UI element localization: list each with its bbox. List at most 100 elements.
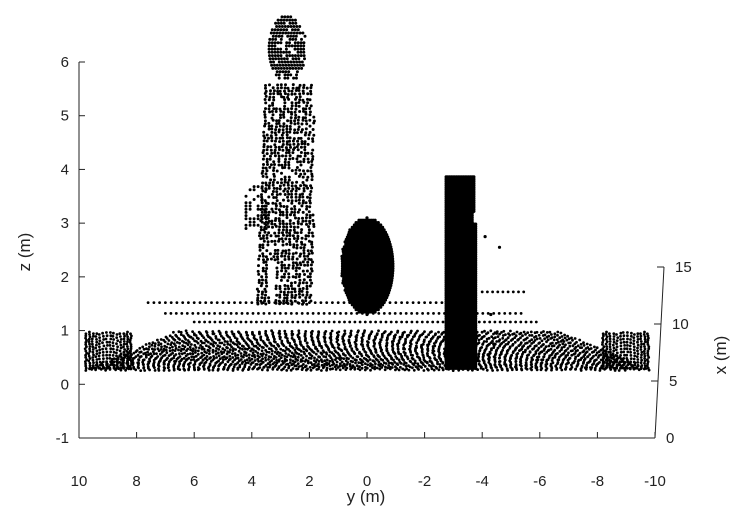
- data-point: [273, 231, 277, 235]
- data-point: [281, 219, 285, 223]
- data-point: [394, 333, 397, 337]
- data-point: [285, 124, 289, 128]
- data-point: [260, 281, 264, 285]
- data-point: [298, 287, 302, 291]
- data-point: [632, 357, 636, 361]
- data-point: [115, 366, 119, 370]
- data-point: [287, 151, 291, 155]
- data-point: [234, 354, 237, 357]
- data-point: [178, 355, 182, 358]
- data-point: [632, 342, 636, 346]
- data-point: [136, 361, 140, 365]
- data-point: [267, 124, 271, 128]
- data-point: [285, 28, 289, 32]
- data-point: [310, 172, 314, 176]
- data-point: [530, 334, 534, 337]
- data-point: [291, 28, 294, 32]
- data-point: [306, 344, 309, 348]
- data-point: [341, 281, 345, 285]
- data-point: [284, 146, 288, 150]
- data-point: [272, 89, 276, 93]
- data-point: [562, 352, 566, 355]
- data-point: [218, 312, 222, 315]
- data-point: [282, 110, 286, 114]
- data-point: [142, 366, 146, 369]
- data-point: [115, 348, 119, 352]
- data-point: [622, 363, 625, 367]
- data-point: [311, 128, 315, 131]
- data-point: [91, 345, 95, 349]
- data-point: [274, 107, 278, 111]
- data-point: [260, 217, 264, 221]
- data-point: [271, 118, 275, 122]
- data-point: [260, 198, 264, 201]
- data-point: [357, 310, 361, 314]
- data-point: [278, 107, 282, 111]
- data-point: [324, 355, 328, 359]
- data-point: [248, 223, 252, 227]
- data-point: [157, 367, 160, 371]
- data-point: [325, 358, 329, 362]
- data-point: [222, 365, 226, 369]
- data-point: [626, 350, 630, 354]
- data-point: [563, 333, 566, 337]
- data-point: [256, 302, 260, 306]
- data-point: [322, 335, 326, 339]
- data-point: [298, 25, 302, 28]
- data-point: [293, 122, 297, 126]
- data-point: [253, 359, 257, 362]
- data-point: [101, 347, 104, 351]
- data-point: [275, 63, 279, 67]
- data-point: [278, 295, 282, 299]
- data-point: [301, 287, 305, 290]
- data-point: [293, 41, 297, 45]
- data-point: [517, 290, 520, 294]
- data-point: [257, 290, 261, 293]
- data-point: [311, 260, 314, 264]
- data-point: [254, 350, 257, 353]
- data-point: [186, 347, 190, 351]
- data-point: [311, 157, 315, 161]
- data-point: [542, 355, 546, 358]
- data-point: [122, 358, 125, 362]
- data-point: [285, 216, 289, 220]
- data-point: [294, 350, 297, 354]
- data-point: [194, 354, 198, 358]
- data-point: [340, 271, 344, 275]
- data-point: [261, 174, 265, 178]
- data-point: [421, 342, 425, 346]
- data-point: [633, 354, 637, 358]
- data-point: [264, 348, 267, 352]
- data-point: [283, 86, 287, 90]
- data-point: [283, 254, 287, 258]
- data-point: [278, 222, 282, 226]
- data-point: [643, 347, 647, 351]
- data-point: [359, 361, 363, 365]
- data-point: [272, 92, 276, 96]
- data-point: [271, 86, 275, 90]
- data-point: [291, 157, 295, 160]
- data-point: [604, 333, 608, 336]
- data-point: [405, 367, 409, 371]
- data-point: [294, 34, 298, 38]
- data-point: [274, 234, 278, 238]
- data-point: [255, 341, 259, 344]
- data-point: [84, 341, 88, 344]
- data-point: [295, 25, 299, 28]
- data-point: [273, 63, 276, 67]
- data-point: [357, 329, 360, 333]
- data-point: [311, 137, 315, 141]
- data-point: [296, 220, 300, 223]
- data-point: [292, 245, 296, 249]
- data-point: [221, 336, 225, 340]
- data-point: [343, 320, 346, 324]
- data-point: [340, 360, 344, 364]
- data-point: [348, 363, 352, 366]
- data-point: [379, 338, 382, 341]
- data-point: [94, 346, 98, 350]
- data-point: [643, 337, 647, 341]
- data-point: [275, 320, 279, 324]
- data-point: [317, 362, 320, 366]
- data-point: [586, 355, 590, 358]
- data-point: [223, 355, 226, 359]
